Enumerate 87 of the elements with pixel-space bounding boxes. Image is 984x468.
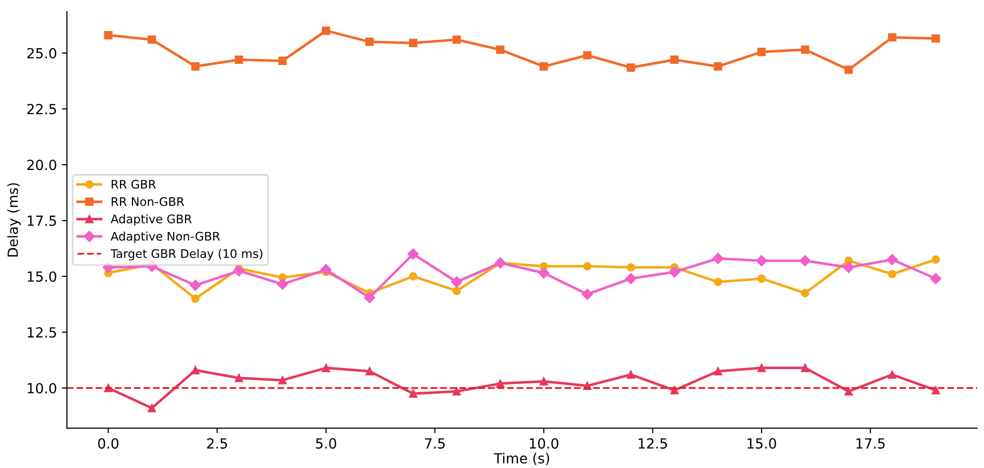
x-tick-label: 0.0 [98,438,118,449]
point [583,51,592,60]
x-tick-label: 7.5 [425,438,445,449]
point [930,272,942,284]
point [365,367,374,376]
point [888,270,896,278]
point [799,255,811,266]
point [365,38,374,46]
x-tick-label: 15.0 [748,438,776,449]
point [496,46,504,54]
point [800,46,810,54]
point [844,387,853,396]
point [190,280,201,291]
y-tick-label: 22.5 [27,104,56,114]
point [364,292,376,304]
point [148,404,156,412]
point [452,387,461,396]
point [800,364,810,372]
x-axis-title: Time (s) [494,452,550,466]
x-tick-label: 12.5 [638,438,667,449]
point [888,33,896,42]
legend-label: RR Non-GBR [112,197,184,206]
point [757,364,766,372]
point [844,66,853,74]
point [932,386,940,394]
point [234,56,244,64]
legend-label: Adaptive Non-GBR [110,232,220,243]
point [191,62,200,71]
point [540,377,548,386]
point [625,272,636,284]
point [104,30,112,40]
y-tick-label: 15.0 [28,271,56,282]
point [408,248,419,260]
point [408,38,418,48]
x-tick-label: 2.5 [207,438,227,449]
point [452,286,461,296]
point [233,265,245,276]
point [626,370,636,379]
point [626,63,636,72]
point [278,376,287,384]
point [670,386,679,394]
y-tick-label: 25.0 [27,48,56,58]
point [932,255,940,264]
y-tick-label: 20.0 [27,160,56,170]
point [322,364,330,372]
point [757,48,766,56]
point [932,34,940,43]
y-axis-title: Delay (ms) [7,183,21,257]
point [582,288,593,300]
point [451,276,462,288]
point [800,288,810,298]
point [278,56,287,65]
point [670,56,679,64]
point [408,389,418,398]
point [714,62,722,71]
point [322,26,330,35]
point [408,272,418,281]
point [626,263,636,272]
point [714,278,722,286]
point [234,374,244,382]
x-tick-label: 17.5 [856,438,885,449]
point [843,262,854,274]
point [757,274,766,283]
point [191,294,200,303]
x-tick-label: 5.0 [316,438,336,449]
point [320,264,332,276]
point [886,254,898,266]
point [583,262,592,270]
point [538,267,550,279]
point [756,255,768,266]
point [540,62,548,71]
point [888,370,896,379]
y-tick-label: 12.5 [28,327,56,338]
point [668,266,680,278]
point [452,35,461,44]
point [712,252,724,264]
point [276,278,288,290]
legend-label: Adaptive GBR [110,214,192,226]
point [496,379,504,388]
legend-label: Target GBR Delay (10 ms) [110,248,262,260]
y-tick-label: 10.0 [28,382,56,394]
legend-label: RR GBR [112,180,156,189]
point [714,367,722,376]
y-tick-label: 17.5 [28,216,56,226]
x-tick-label: 10.0 [530,438,558,449]
point [148,35,156,44]
point [191,366,200,374]
